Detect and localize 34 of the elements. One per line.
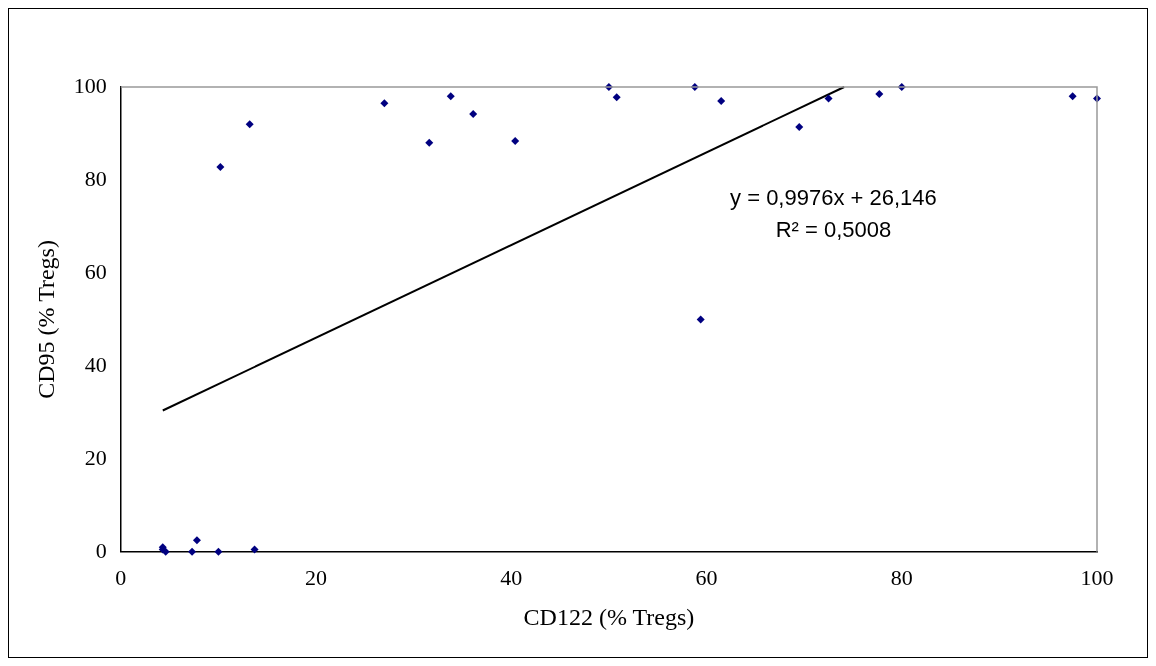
- x-tick-label: 60: [695, 564, 718, 590]
- point: [875, 89, 884, 98]
- y-tick-label: 100: [73, 72, 107, 98]
- point: [795, 122, 804, 131]
- point: [824, 94, 833, 103]
- point: [250, 545, 259, 554]
- point: [511, 136, 520, 145]
- point: [188, 547, 197, 556]
- y-axis-title: CD95 (% Tregs): [32, 240, 59, 399]
- point: [446, 92, 455, 101]
- y-tick-label: 0: [95, 537, 107, 563]
- y-tick-label: 80: [84, 165, 107, 191]
- point: [192, 536, 201, 545]
- y-tick-label: 40: [84, 351, 107, 377]
- x-tick-label: 40: [500, 564, 523, 590]
- x-tick-label: 20: [305, 564, 328, 590]
- x-axis-title: CD122 (% Tregs): [523, 603, 695, 630]
- point: [245, 120, 254, 129]
- x-tick-label: 100: [1080, 564, 1114, 590]
- x-tick-label: 80: [890, 564, 913, 590]
- point: [425, 138, 434, 147]
- y-tick-label: 20: [84, 444, 107, 470]
- point: [717, 96, 726, 105]
- y-tick-label: 60: [84, 258, 107, 284]
- annotation: y = 0,9976x + 26,146: [730, 184, 937, 210]
- point: [696, 315, 705, 324]
- point: [469, 109, 478, 118]
- x-tick-label: 0: [115, 564, 127, 590]
- point: [216, 162, 225, 171]
- point: [214, 547, 223, 556]
- point: [380, 99, 389, 108]
- point: [1068, 92, 1077, 101]
- annotation: R² = 0,5008: [775, 216, 892, 242]
- point: [612, 93, 621, 102]
